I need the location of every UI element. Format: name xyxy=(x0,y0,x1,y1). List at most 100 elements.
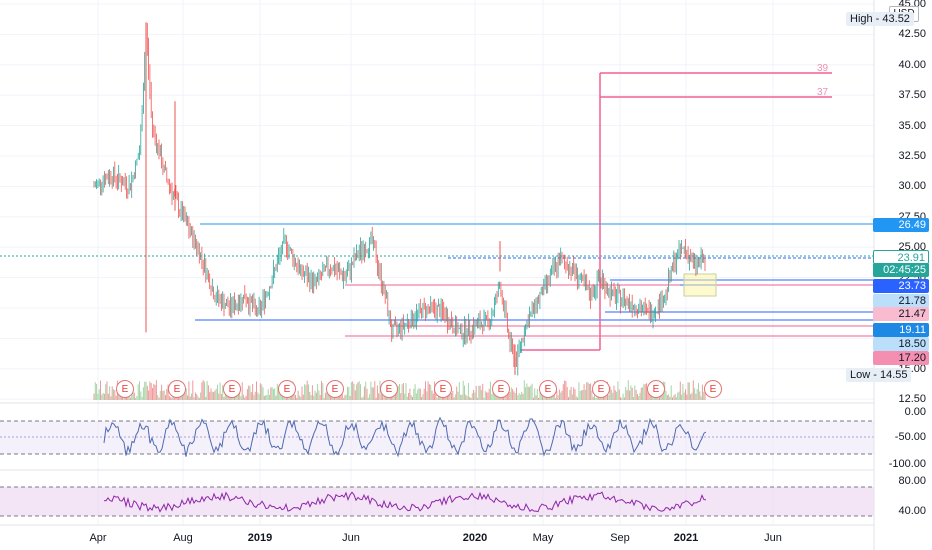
earnings-marker[interactable]: E xyxy=(434,380,452,398)
volume-bar xyxy=(298,395,300,400)
volume-bar xyxy=(644,384,646,400)
volume-bar xyxy=(353,383,355,400)
rsi-axis-40: 40.00 xyxy=(898,505,926,517)
stochastic-pane xyxy=(0,402,874,458)
earnings-marker[interactable]: E xyxy=(704,380,722,398)
volume-bar xyxy=(144,381,146,400)
earnings-marker[interactable]: E xyxy=(592,380,610,398)
volume-bar xyxy=(475,385,477,400)
volume-bar xyxy=(324,392,326,400)
candlestick-series xyxy=(93,22,706,376)
volume-bar xyxy=(508,393,510,400)
volume-bar xyxy=(595,397,597,400)
volume-bar xyxy=(110,396,112,400)
volume-bar xyxy=(362,396,364,400)
volume-bar xyxy=(612,392,614,400)
volume-bar xyxy=(106,381,108,400)
volume-bar xyxy=(425,381,426,400)
volume-bar xyxy=(404,393,406,400)
volume-bar xyxy=(314,390,316,400)
fib-tool[interactable] xyxy=(520,72,832,351)
volume-bar xyxy=(483,397,485,400)
volume-bar xyxy=(704,390,706,400)
volume-bar xyxy=(683,392,685,400)
volume-bar xyxy=(363,386,365,400)
volume-bar xyxy=(276,383,278,400)
volume-bar xyxy=(512,389,514,400)
earnings-marker[interactable]: E xyxy=(492,380,510,398)
volume-bar xyxy=(526,383,528,400)
volume-bar xyxy=(564,380,566,400)
volume-bar xyxy=(196,394,198,400)
volume-bar xyxy=(521,391,523,400)
volume-bar xyxy=(205,396,207,400)
price-tag-23-91: 23.91 xyxy=(873,250,929,264)
volume-bar xyxy=(523,380,525,400)
volume-bar xyxy=(677,392,679,400)
price-axis-tick: 37.50 xyxy=(898,89,926,102)
volume-bar xyxy=(620,397,621,400)
volume-bar xyxy=(194,392,196,400)
volume-bar xyxy=(217,384,218,400)
volume-bar xyxy=(681,394,683,400)
volume-bar xyxy=(514,392,516,400)
volume-bar xyxy=(256,381,257,400)
earnings-marker[interactable]: E xyxy=(647,380,665,398)
fib-label-second: 37 xyxy=(817,87,829,98)
volume-bar xyxy=(690,394,692,400)
volume-bar xyxy=(399,384,400,400)
price-tag-21-47: 21.47 xyxy=(873,307,929,321)
volume-bar xyxy=(214,390,216,400)
volume-bar xyxy=(493,393,495,400)
volume-bar xyxy=(406,396,408,400)
volume-bar xyxy=(417,389,419,400)
volume-bar xyxy=(532,397,534,400)
volume-bar xyxy=(115,395,117,400)
volume-bar xyxy=(513,391,515,400)
volume-bar xyxy=(215,388,217,400)
volume-bar xyxy=(283,396,285,400)
high-label: High - 43.52 xyxy=(846,12,914,26)
price-axis-tick: 30.00 xyxy=(898,180,926,193)
volume-bar xyxy=(350,382,352,400)
volume-bar xyxy=(400,393,402,400)
volume-bar xyxy=(321,381,322,400)
volume-bar xyxy=(137,384,139,400)
earnings-marker[interactable]: E xyxy=(326,380,344,398)
volume-bar xyxy=(408,392,410,400)
earnings-marker[interactable]: E xyxy=(116,380,134,398)
volume-bar xyxy=(209,392,211,400)
volume-bar xyxy=(367,397,369,400)
volume-bar xyxy=(413,388,415,400)
volume-bar xyxy=(592,396,594,400)
volume-bar xyxy=(157,394,159,400)
earnings-marker[interactable]: E xyxy=(223,380,241,398)
volume-bar xyxy=(669,396,671,400)
volume-bar xyxy=(201,382,203,400)
volume-bar xyxy=(360,384,361,400)
volume-bar xyxy=(135,397,137,400)
volume-bar xyxy=(675,397,677,400)
earnings-marker[interactable]: E xyxy=(168,380,186,398)
volume-bar xyxy=(679,381,681,400)
volume-bar xyxy=(94,382,96,400)
volume-bar xyxy=(245,395,247,400)
volume-bar xyxy=(253,394,255,400)
volume-bar xyxy=(488,388,490,400)
volume-bar xyxy=(610,389,612,400)
earnings-marker[interactable]: E xyxy=(278,380,296,398)
volume-bar xyxy=(634,385,636,400)
highlight-box[interactable] xyxy=(683,273,717,297)
earnings-marker[interactable]: E xyxy=(539,380,557,398)
volume-bar xyxy=(272,388,274,400)
volume-bar xyxy=(691,392,693,400)
volume-bar xyxy=(131,395,133,400)
volume-bar xyxy=(302,394,304,400)
support-resistance-lines[interactable] xyxy=(0,223,874,337)
volume-bar xyxy=(223,396,225,400)
volume-bar xyxy=(150,383,152,400)
volume-bar xyxy=(165,395,166,400)
earnings-marker[interactable]: E xyxy=(380,380,398,398)
volume-bar xyxy=(538,397,540,400)
